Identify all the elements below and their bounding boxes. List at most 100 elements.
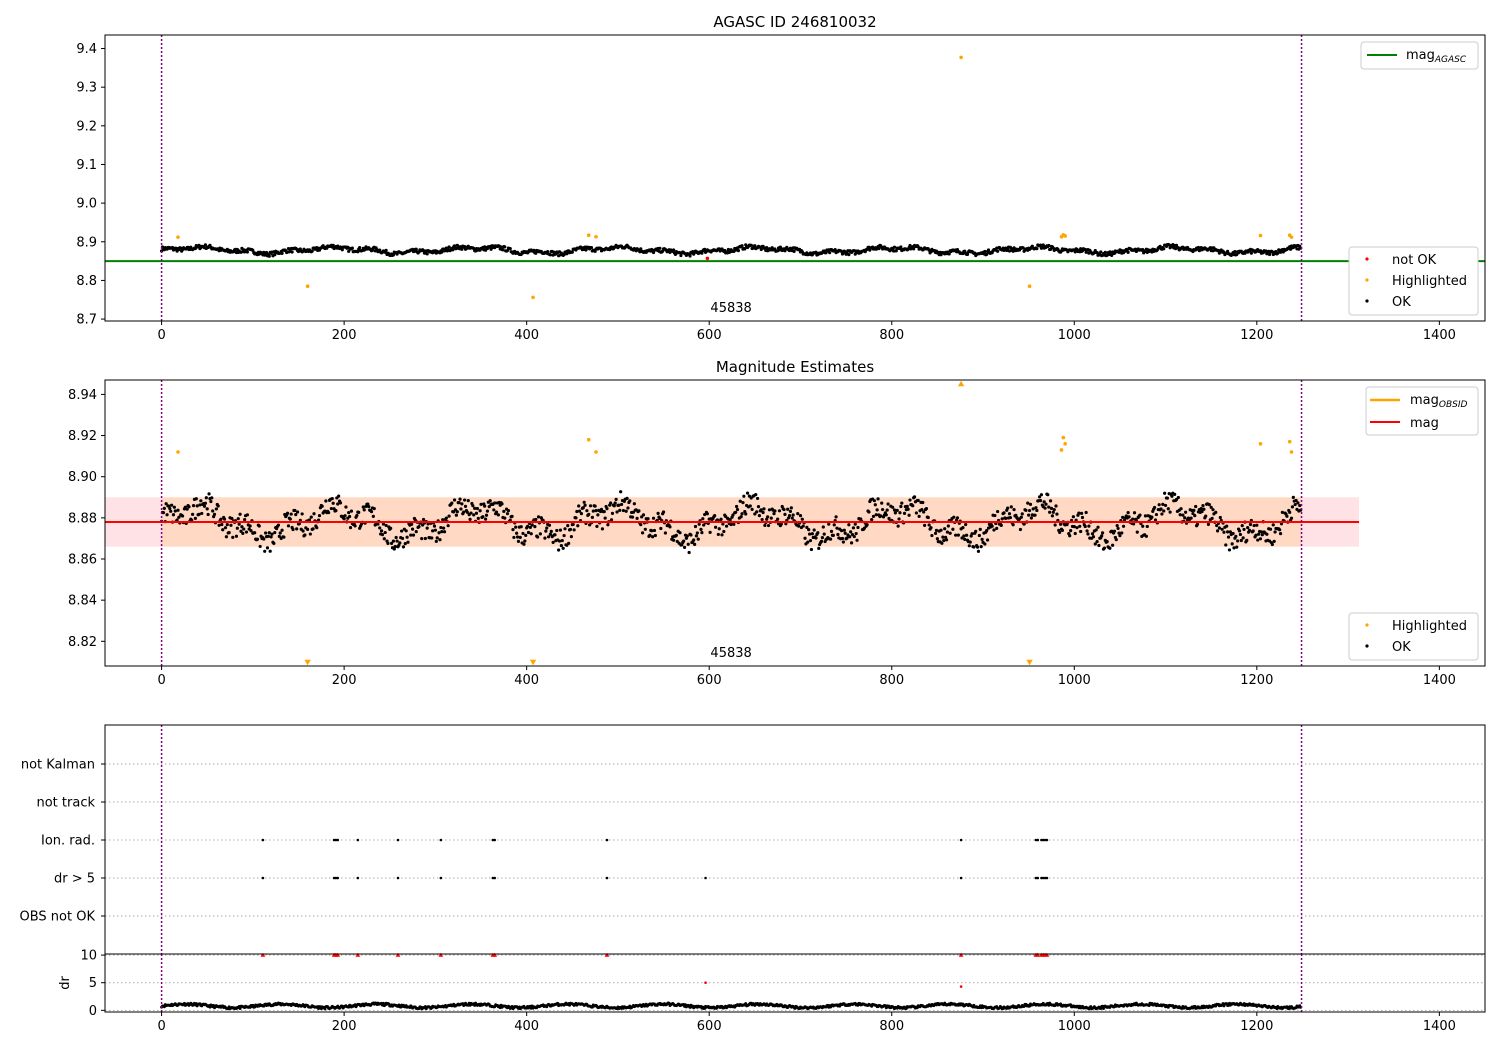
ok-point bbox=[447, 245, 451, 249]
x-tick-label: 1400 bbox=[1423, 673, 1456, 688]
ok-point bbox=[310, 249, 314, 253]
ok-point bbox=[457, 500, 461, 505]
ok-point bbox=[406, 540, 410, 544]
ok-point bbox=[173, 509, 177, 513]
ok-point bbox=[568, 527, 573, 532]
ok-point bbox=[840, 536, 845, 541]
ok-point bbox=[378, 526, 382, 530]
ok-point bbox=[577, 504, 581, 508]
ok-point bbox=[371, 514, 375, 518]
ok-point bbox=[1048, 499, 1053, 503]
x-tick-label: 200 bbox=[332, 1019, 357, 1034]
ok-point bbox=[759, 508, 763, 512]
ok-point bbox=[1255, 523, 1259, 527]
ok-point bbox=[206, 512, 210, 517]
ok-point bbox=[222, 517, 227, 521]
ok-point bbox=[956, 533, 960, 537]
ok-point bbox=[856, 525, 860, 530]
axes-frame bbox=[104, 379, 1486, 667]
ok-point bbox=[1236, 539, 1240, 543]
triangle-up-marker bbox=[492, 952, 498, 957]
flag-category-label: not Kalman bbox=[21, 758, 95, 773]
ok-point bbox=[692, 538, 696, 542]
ok-point bbox=[543, 536, 547, 540]
highlighted-point bbox=[1258, 441, 1263, 446]
ok-point bbox=[393, 544, 397, 549]
ok-point bbox=[433, 528, 437, 532]
triangle-up-marker bbox=[395, 952, 401, 957]
ok-point bbox=[224, 535, 228, 539]
ok-point bbox=[458, 497, 462, 501]
ok-point bbox=[526, 530, 531, 535]
ok-point bbox=[403, 542, 407, 546]
flag-point bbox=[1043, 838, 1047, 842]
ok-point bbox=[1220, 527, 1224, 531]
ok-point bbox=[170, 503, 174, 507]
ok-point bbox=[886, 502, 890, 506]
ok-point bbox=[1038, 499, 1043, 503]
ok-point bbox=[518, 535, 522, 539]
ok-point bbox=[348, 526, 353, 530]
x-tick-label: 800 bbox=[879, 1019, 904, 1034]
ok-point bbox=[272, 541, 276, 546]
triangle-up-marker bbox=[957, 380, 965, 387]
ok-point bbox=[519, 525, 523, 529]
ok-point bbox=[1222, 530, 1226, 534]
ok-point bbox=[985, 252, 989, 256]
ok-point bbox=[862, 526, 866, 530]
ok-point bbox=[295, 510, 300, 514]
ok-point bbox=[812, 528, 816, 532]
ok-point bbox=[839, 529, 844, 533]
ok-point bbox=[185, 507, 189, 511]
ok-point bbox=[1230, 542, 1234, 546]
ok-point bbox=[808, 538, 813, 543]
ok-point bbox=[460, 502, 464, 506]
ok-point bbox=[630, 515, 635, 519]
ok-point bbox=[248, 524, 252, 528]
y-tick-label: 8.82 bbox=[68, 635, 97, 650]
ok-point bbox=[765, 517, 769, 521]
flag-point bbox=[1045, 838, 1049, 842]
ok-point bbox=[1051, 510, 1055, 514]
ok-point bbox=[301, 529, 305, 533]
ok-point bbox=[849, 530, 853, 534]
ok-point bbox=[290, 250, 294, 254]
ok-point bbox=[585, 509, 589, 513]
legend-subscript: OBSID bbox=[1439, 400, 1468, 410]
ok-point bbox=[979, 545, 983, 549]
ok-point bbox=[1268, 527, 1273, 531]
ok-point bbox=[315, 526, 319, 530]
ok-point bbox=[1042, 500, 1046, 504]
ok-point bbox=[288, 517, 292, 521]
ok-point bbox=[983, 542, 987, 546]
ok-point bbox=[892, 245, 897, 249]
flag-point bbox=[493, 838, 497, 842]
ok-point bbox=[258, 544, 262, 549]
ok-point bbox=[1079, 247, 1083, 251]
flag-point bbox=[396, 876, 400, 880]
ok-point bbox=[902, 511, 907, 515]
ok-point bbox=[468, 517, 472, 521]
ok-point bbox=[589, 245, 594, 250]
ok-point bbox=[1049, 506, 1054, 510]
ok-point bbox=[740, 244, 744, 248]
ok-point bbox=[276, 523, 281, 527]
ok-point bbox=[1178, 513, 1182, 517]
ok-point bbox=[975, 545, 980, 549]
flag-point bbox=[439, 876, 443, 880]
ok-point bbox=[791, 513, 795, 517]
ok-point bbox=[1021, 246, 1025, 250]
ok-point bbox=[699, 527, 703, 531]
ok-point bbox=[1112, 529, 1117, 533]
ok-point bbox=[1108, 250, 1112, 254]
ok-point bbox=[964, 522, 968, 527]
ok-point bbox=[1120, 531, 1124, 535]
dr-high-point bbox=[959, 985, 963, 988]
ok-point bbox=[1157, 503, 1161, 507]
ok-point bbox=[845, 536, 849, 540]
flag-point bbox=[332, 838, 336, 842]
ok-point bbox=[927, 523, 931, 527]
highlighted-point bbox=[305, 284, 310, 289]
ok-point bbox=[773, 509, 777, 513]
ok-point bbox=[769, 516, 773, 520]
